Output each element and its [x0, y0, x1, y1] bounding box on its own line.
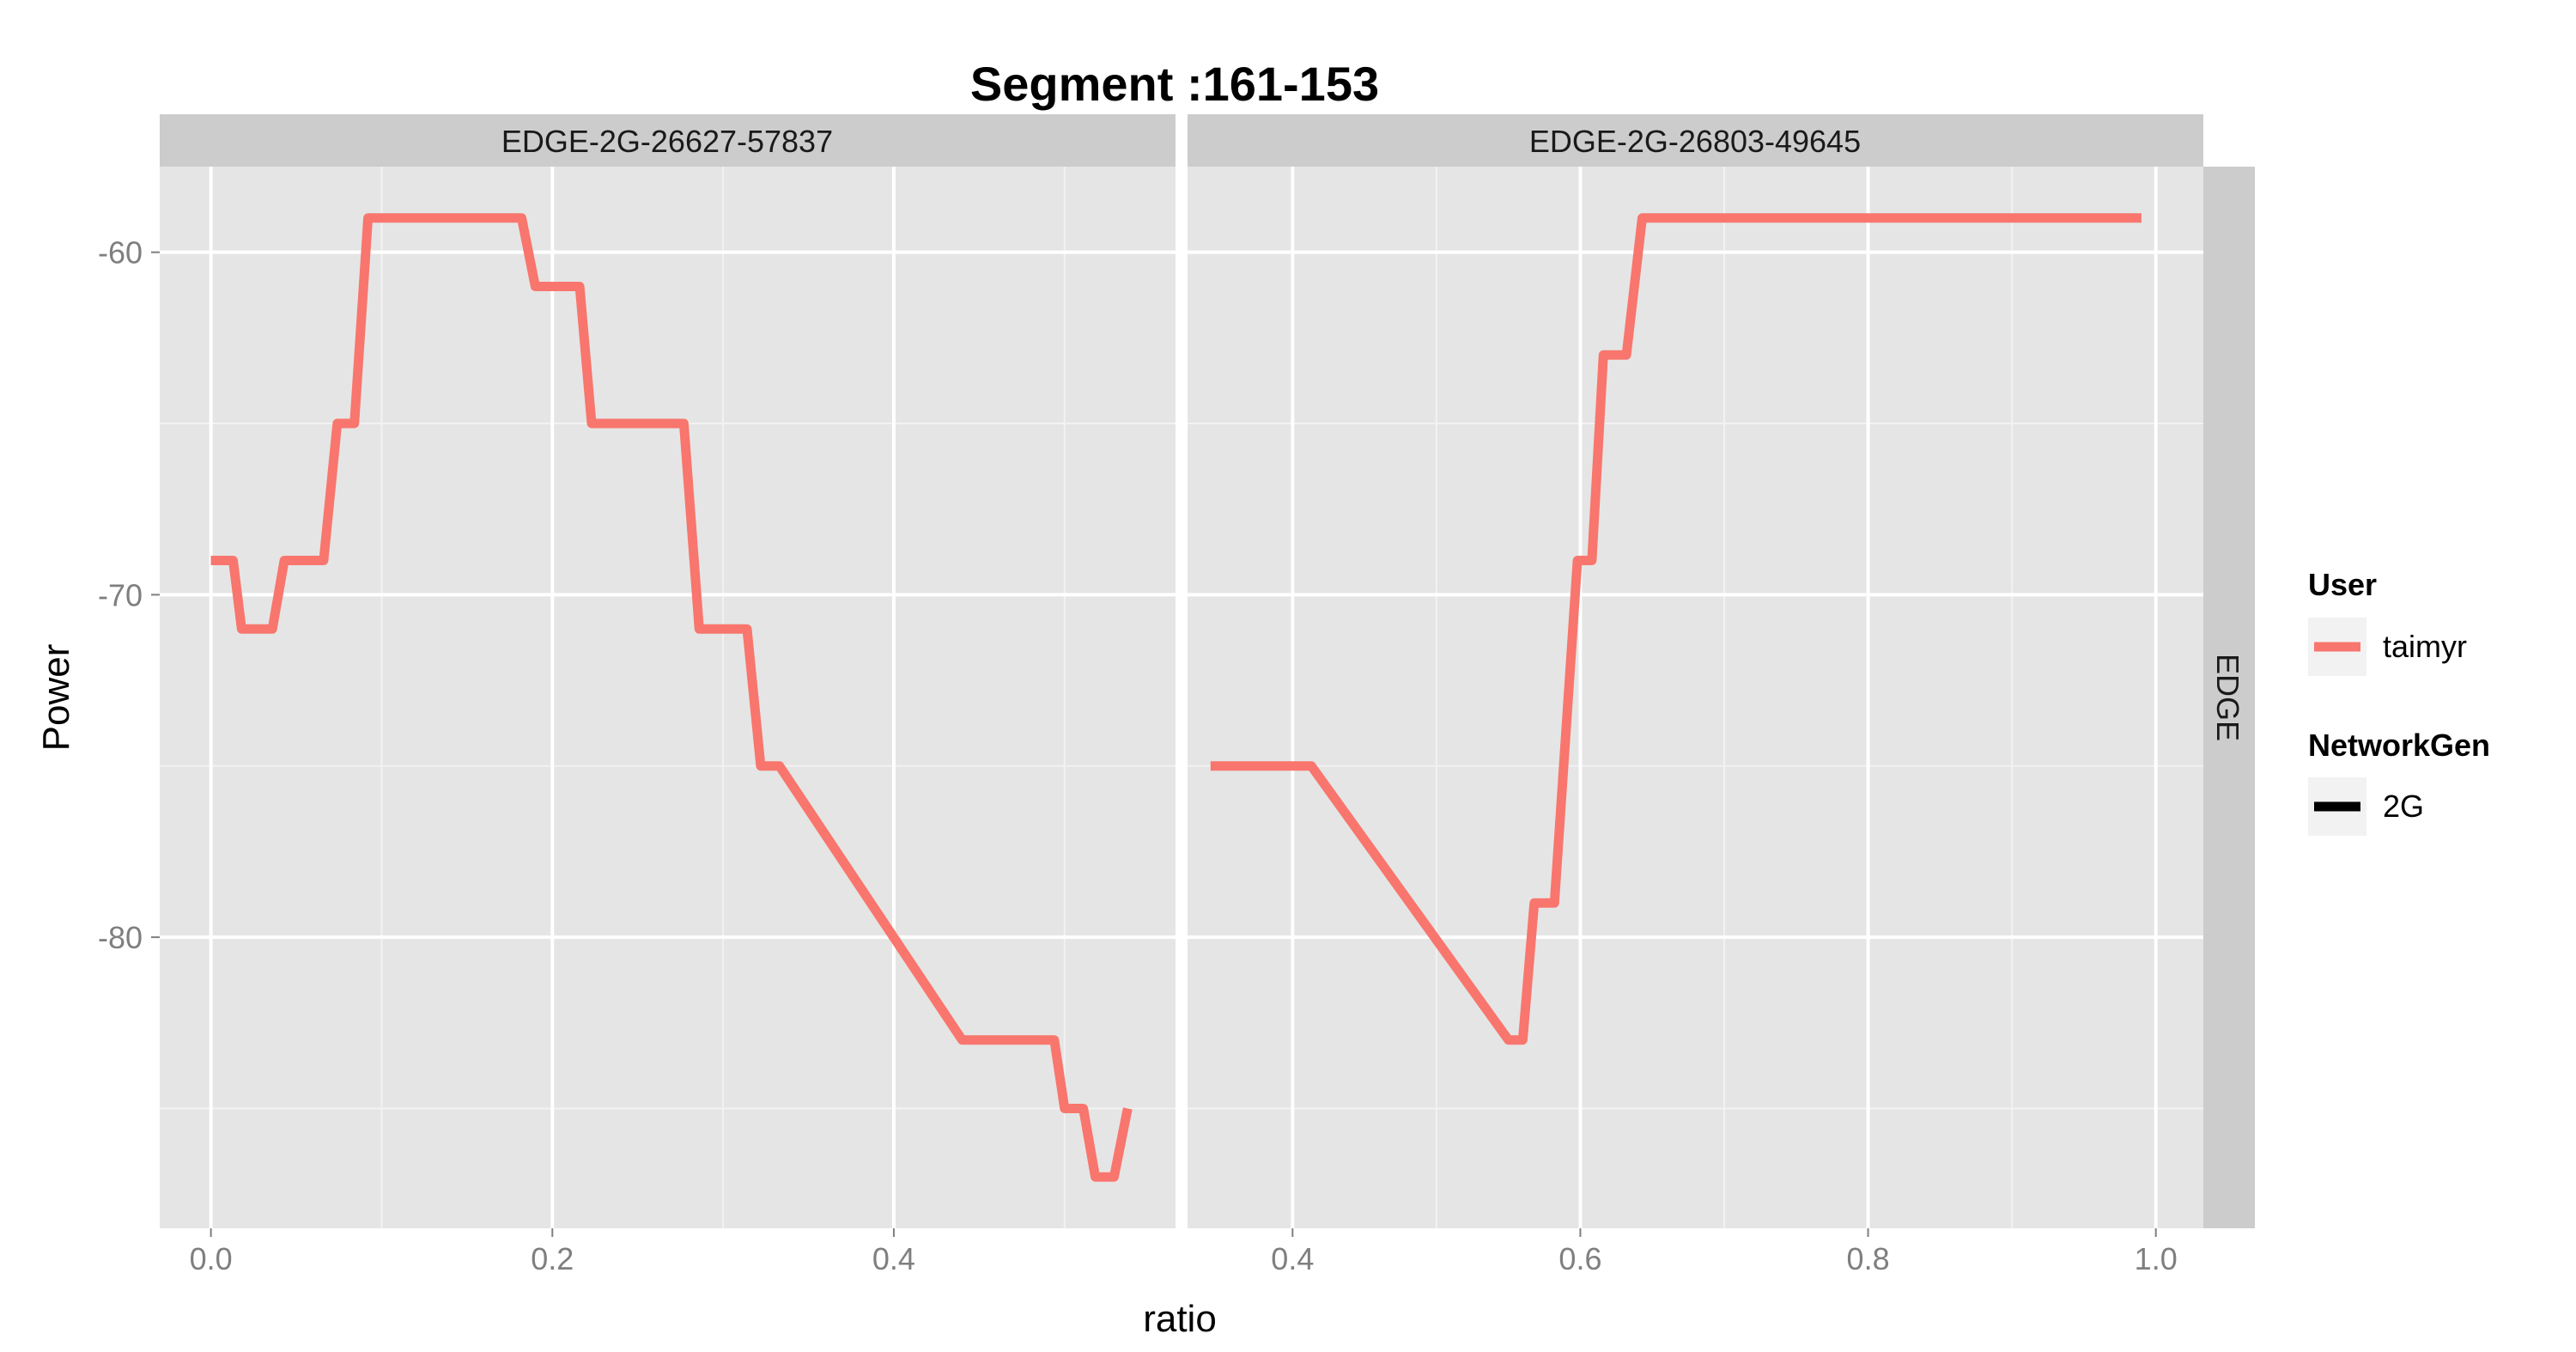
y-tick-label: -60	[98, 235, 143, 271]
x-tick-label: 0.6	[1558, 1241, 1601, 1276]
x-tick-label: 0.8	[1847, 1241, 1890, 1276]
line-layer	[210, 213, 2142, 1182]
panel-2-strip-label: EDGE-2G-26803-49645	[1529, 124, 1861, 159]
panel-1-strip	[160, 114, 1176, 167]
row-strip	[2203, 167, 2255, 1228]
legend-title-user: User	[2308, 567, 2377, 602]
y-tick-label: -70	[98, 577, 143, 612]
panel-1-background	[160, 167, 1176, 1228]
x-axis-title: ratio	[1143, 1298, 1217, 1340]
panel-1-strip-label: EDGE-2G-26627-57837	[501, 124, 833, 159]
chart-title: Segment :161-153	[970, 57, 1379, 111]
series-line-taimyr-panel-2	[1210, 213, 2142, 1045]
legend-label-2g: 2G	[2383, 789, 2424, 824]
legend: User taimyr NetworkGen 2G	[2308, 567, 2490, 836]
y-tick-label: -80	[98, 920, 143, 955]
series-line-taimyr-panel-1	[210, 213, 1133, 1182]
legend-title-networkgen: NetworkGen	[2308, 728, 2490, 763]
panel-2-strip	[1188, 114, 2203, 167]
x-tick-label: 0.4	[872, 1241, 915, 1276]
x-tick-label: 1.0	[2135, 1241, 2178, 1276]
tick-layer: 0.0 0.2 0.4 0.4 0.6 0.8 1.0 -60 -70 -80	[98, 235, 2178, 1276]
row-strip-label: EDGE	[2210, 654, 2245, 741]
x-tick-label: 0.2	[531, 1241, 574, 1276]
y-axis-title: Power	[35, 644, 77, 752]
x-tick-label: 0.0	[190, 1241, 233, 1276]
legend-label-taimyr: taimyr	[2383, 629, 2467, 664]
panel-2-background	[1188, 167, 2203, 1228]
x-tick-label: 0.4	[1271, 1241, 1314, 1276]
